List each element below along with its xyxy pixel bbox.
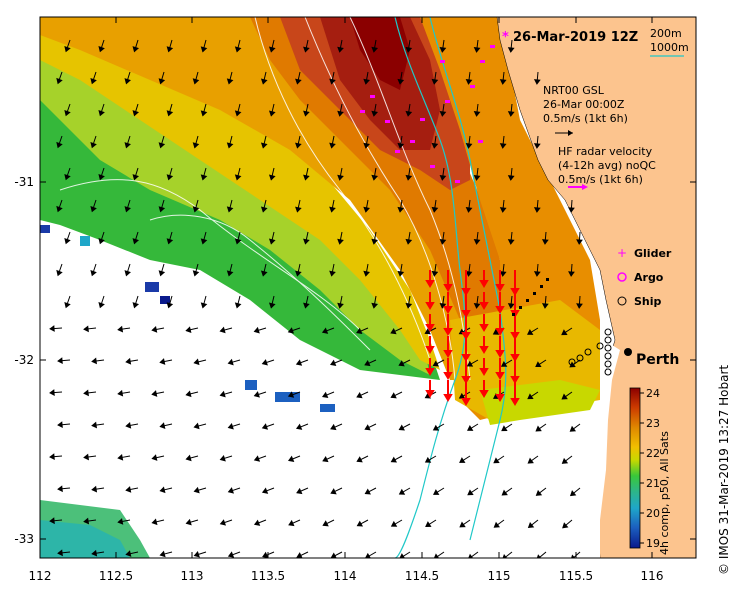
isobath-legend-200: 200m: [650, 27, 682, 40]
x-tick-label: 115.5: [559, 569, 593, 583]
glider-legend-label: Glider: [634, 247, 672, 260]
radar-legend-subtitle: (4-12h avg) noQC: [558, 159, 656, 172]
colorbar-tick-label: 20: [646, 507, 660, 520]
wind-legend-scale: 0.5m/s (1kt 6h): [543, 112, 628, 125]
date-title: 26-Mar-2019 12Z: [513, 30, 638, 45]
colorbar-label: 4h comp, p50, All Sats: [658, 431, 671, 555]
wind-legend-time: 26-Mar 00:00Z: [543, 98, 625, 111]
x-tick-label: 112.5: [99, 569, 133, 583]
y-tick-label: -32: [14, 353, 34, 367]
glider-legend-symbol: +: [617, 246, 627, 260]
wind-arrows: [49, 39, 583, 558]
ship-legend-label: Ship: [634, 295, 662, 308]
argo-legend-symbol: [617, 272, 627, 282]
ship-track: [568, 328, 612, 376]
date-marker: *: [502, 30, 509, 45]
y-axis: -31 -32 -33: [14, 175, 696, 546]
x-axis: 112 112.5 113 113.5 114 114.5 115 115.5 116: [29, 17, 664, 583]
radar-legend-title: HF radar velocity: [558, 145, 653, 158]
x-tick-label: 114.5: [405, 569, 439, 583]
colorbar: [629, 387, 641, 549]
x-tick-label: 113: [181, 569, 204, 583]
plot-area: [40, 17, 696, 558]
colorbar-tick-label: 22: [646, 447, 660, 460]
x-tick-label: 116: [641, 569, 664, 583]
colorbar-tick-label: 19: [646, 537, 660, 550]
perth-marker: [624, 348, 632, 356]
y-tick-label: -31: [14, 175, 34, 189]
colorbar-tick-label: 21: [646, 477, 660, 490]
argo-legend-label: Argo: [634, 271, 664, 284]
glider-track: [360, 45, 495, 183]
plot-frame: [39, 16, 697, 559]
x-tick-label: 114: [334, 569, 357, 583]
x-tick-label: 112: [29, 569, 52, 583]
wind-legend-title: NRT00 GSL: [543, 84, 605, 97]
colorbar-tick-label: 23: [646, 417, 660, 430]
colorbar-ticks: 24 23 22 21 20 19: [640, 387, 660, 550]
radar-arrows: [425, 270, 520, 406]
x-tick-label: 113.5: [251, 569, 285, 583]
colorbar-tick-label: 24: [646, 387, 660, 400]
ship-legend-symbol: [617, 296, 627, 306]
sst-contours: [59, 17, 471, 381]
city-label: Perth: [636, 352, 679, 368]
credit-text: © IMOS 31-Mar-2019 13:27 Hobart: [717, 365, 731, 575]
y-tick-label: -33: [14, 532, 34, 546]
radar-legend-scale: 0.5m/s (1kt 6h): [558, 173, 643, 186]
x-tick-label: 115: [488, 569, 511, 583]
isobath-legend-1000: 1000m: [650, 41, 689, 54]
